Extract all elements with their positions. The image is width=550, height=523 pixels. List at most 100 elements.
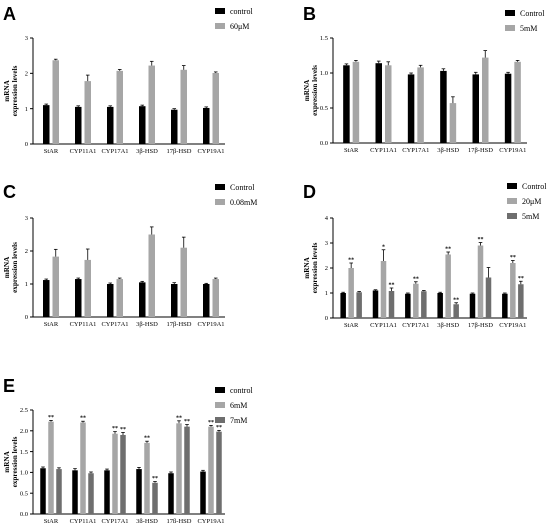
panel-e-significance-mark: **: [184, 419, 190, 425]
panel-b-legend-swatch: [505, 25, 515, 31]
panel-b-x-tick-label: StAR: [344, 147, 359, 154]
panel-c-bar-1: [203, 284, 210, 317]
panel-d-significance-mark: *: [382, 244, 385, 250]
panel-a: A 0 1 2 3 mRNA expression levels StAR CYP11A1 CYP…: [3, 4, 253, 155]
panel-a-bar-1: [75, 106, 82, 144]
panel-d-x-tick-label: CYP19A1: [499, 322, 526, 329]
panel-e-bar-3: [184, 426, 190, 514]
panel-e-bar-1: [104, 470, 110, 514]
panel-c-bar-2: [148, 234, 155, 317]
panel-d-significance-mark: **: [518, 276, 524, 282]
panel-d-legend-swatch: [507, 183, 517, 189]
panel-a-y-axis-label: expression levels: [11, 65, 19, 116]
panel-b-bar-2: [417, 67, 424, 143]
panel-d-significance-mark: **: [389, 283, 395, 289]
panel-a-bar-2: [180, 69, 187, 144]
panel-c-letter: C: [3, 182, 16, 202]
panel-e-bar-3: [120, 434, 126, 514]
panel-e-y-tick-label: 1.5: [20, 449, 28, 456]
panel-e-legend-label: 7mM: [230, 416, 247, 425]
panel-e-significance-mark: **: [144, 436, 150, 442]
panel-d-y-tick-label: 1: [325, 290, 328, 297]
panel-c-legend-label: 0.08mM: [230, 198, 257, 207]
panel-b-bar-2: [482, 57, 489, 143]
panel-b-bar-1: [343, 65, 350, 143]
panel-d-bar-3: [421, 291, 427, 318]
panel-e-bar-2: [112, 433, 118, 514]
panel-e-x-tick-label: CYP17A1: [101, 518, 128, 523]
panel-e-y-tick-label: 2.5: [20, 407, 28, 414]
panel-c-y-tick-label: 0: [25, 314, 28, 321]
panel-d-bar-3: [518, 284, 524, 318]
panel-d-y-tick-label: 2: [325, 265, 328, 272]
panel-d-x-tick-label: 17β-HSD: [468, 322, 493, 329]
panel-b-letter: B: [303, 4, 316, 24]
panel-e-significance-mark: **: [80, 416, 86, 422]
panel-e-bar-1: [72, 470, 78, 514]
panel-d-bar-2: [380, 261, 387, 318]
panel-e-letter: E: [3, 376, 15, 396]
panel-b-legend-swatch: [505, 10, 515, 16]
panel-b-bar-1: [504, 73, 512, 143]
panel-b-bar-2: [352, 61, 360, 143]
panel-d-legend-label: Control: [522, 182, 547, 191]
panel-a-bar-1: [107, 106, 114, 144]
panel-d-significance-mark: **: [413, 276, 419, 282]
panel-e-y-tick-label: 0.5: [20, 490, 28, 497]
panel-d-y-tick-label: 4: [325, 215, 329, 222]
panel-b-legend-label: 5mM: [520, 24, 537, 33]
panel-a-bar-2: [52, 60, 59, 145]
panel-a-x-tick-label: CYP19A1: [197, 148, 224, 155]
panel-d-x-tick-label: 3β-HSD: [437, 322, 459, 329]
panel-c-bar-2: [52, 256, 59, 317]
panel-e-bar-3: [88, 473, 94, 514]
panel-b-bar-2: [449, 103, 457, 143]
panel-e-significance-mark: **: [48, 415, 54, 421]
panel-d-bar-3: [356, 292, 362, 318]
panel-c-bar-1: [139, 282, 146, 317]
panel-d-bar-1: [469, 293, 476, 318]
panel-e-y-tick-label: 0.0: [20, 511, 28, 518]
panel-e-bar-3: [152, 482, 158, 514]
panel-c: C 0 1 2 3 mRNA expression levels StAR CYP11A1 CYP…: [3, 182, 257, 328]
panel-c-y-tick-label: 1: [25, 281, 28, 288]
panel-a-bar-1: [43, 105, 50, 144]
panel-d-bar-1: [372, 290, 379, 318]
panel-d-y-axis-label: expression levels: [311, 242, 319, 293]
panel-e-legend-swatch: [215, 402, 225, 408]
panel-d-y-tick-label: 0: [325, 315, 328, 322]
panel-b-y-axis-label: expression levels: [311, 65, 319, 116]
panel-c-legend-swatch: [215, 199, 225, 205]
panel-d-x-tick-label: CYP17A1: [402, 322, 429, 329]
panel-d-bar-2: [477, 245, 484, 318]
panel-a-x-tick-label: CYP17A1: [101, 148, 128, 155]
panel-e-legend-swatch: [215, 417, 225, 423]
panel-e-legend-label: 6mM: [230, 401, 247, 410]
panel-d-bar-2: [413, 283, 419, 318]
panel-d-x-tick-label: CYP11A1: [370, 322, 397, 329]
panel-d-significance-mark: **: [478, 237, 484, 243]
panel-d-bar-1: [502, 293, 508, 318]
panel-a-letter: A: [3, 4, 16, 24]
panel-e-y-tick-label: 2.0: [20, 428, 28, 435]
panel-b-x-tick-label: 17β-HSD: [468, 147, 493, 154]
panel-b-x-tick-label: CYP17A1: [402, 147, 429, 154]
panel-b-x-tick-label: 3β-HSD: [437, 147, 459, 154]
panel-a-legend-swatch: [215, 23, 225, 29]
panel-c-x-tick-label: StAR: [44, 321, 59, 328]
panel-a-y-axis-label: mRNA: [3, 79, 11, 101]
panel-a-x-tick-label: 17β-HSD: [167, 148, 192, 155]
panel-a-y-tick-label: 1: [25, 106, 28, 113]
panel-a-bar-1: [139, 106, 146, 144]
panel-c-y-tick-label: 3: [25, 215, 28, 222]
panel-e-bar-2: [48, 421, 54, 514]
panel-d-bar-1: [437, 293, 443, 318]
panel-a-x-tick-label: StAR: [44, 148, 59, 155]
panel-b-y-tick-label: 1.5: [320, 35, 328, 42]
panel-b-bar-1: [407, 74, 415, 143]
panel-c-bar-1: [107, 284, 114, 317]
panel-e-x-tick-label: 3β-HSD: [136, 518, 158, 523]
panel-d-legend-swatch: [507, 213, 517, 219]
